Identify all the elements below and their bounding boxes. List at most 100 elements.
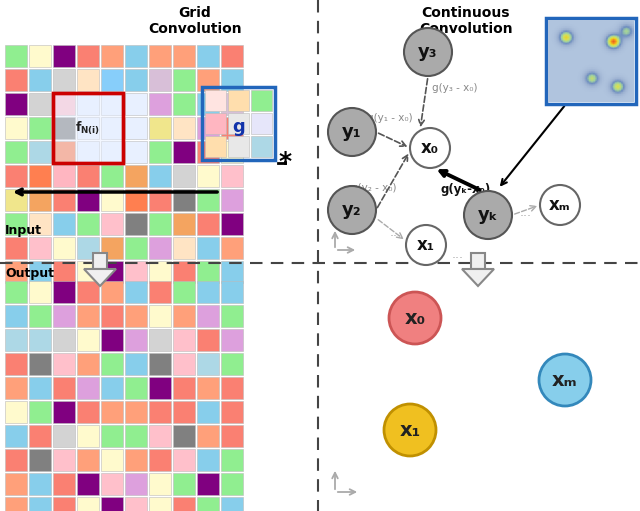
Bar xyxy=(149,261,171,283)
Circle shape xyxy=(384,404,436,456)
Bar xyxy=(125,141,147,163)
Bar xyxy=(29,237,51,259)
Bar xyxy=(5,425,27,447)
Bar xyxy=(149,281,171,303)
Bar xyxy=(205,113,226,134)
Bar xyxy=(197,213,219,235)
Bar xyxy=(197,329,219,351)
Bar xyxy=(149,353,171,375)
Bar xyxy=(101,377,123,399)
Text: Output: Output xyxy=(5,267,54,280)
Bar xyxy=(173,69,195,91)
Text: g: g xyxy=(602,28,618,48)
Bar xyxy=(77,45,99,67)
Bar xyxy=(251,90,272,111)
Bar xyxy=(77,329,99,351)
Bar xyxy=(5,117,27,139)
Bar xyxy=(77,165,99,187)
Bar xyxy=(101,281,123,303)
Text: g(yₖ-x₀): g(yₖ-x₀) xyxy=(441,183,491,197)
Bar xyxy=(149,141,171,163)
Bar xyxy=(29,329,51,351)
Bar xyxy=(173,401,195,423)
Bar xyxy=(101,425,123,447)
Bar xyxy=(221,189,243,211)
Bar xyxy=(29,425,51,447)
Bar xyxy=(197,189,219,211)
Bar xyxy=(53,93,75,115)
Bar xyxy=(53,93,123,163)
Bar xyxy=(77,497,99,511)
Bar xyxy=(173,165,195,187)
Bar xyxy=(197,305,219,327)
Bar xyxy=(5,353,27,375)
Bar xyxy=(125,69,147,91)
Bar xyxy=(149,45,171,67)
Bar xyxy=(173,449,195,471)
Bar xyxy=(197,93,219,115)
Bar xyxy=(149,425,171,447)
Bar xyxy=(125,329,147,351)
Text: xₘ: xₘ xyxy=(552,370,578,389)
Bar xyxy=(228,90,249,111)
Bar xyxy=(53,93,123,163)
Bar xyxy=(471,253,485,269)
Bar xyxy=(197,45,219,67)
Bar xyxy=(221,93,243,115)
Text: xₘ: xₘ xyxy=(549,196,571,214)
Circle shape xyxy=(328,186,376,234)
Bar xyxy=(5,473,27,495)
Bar xyxy=(53,353,75,375)
Bar xyxy=(77,69,99,91)
Bar xyxy=(77,377,99,399)
Bar xyxy=(149,473,171,495)
Bar xyxy=(149,401,171,423)
Bar xyxy=(29,93,51,115)
Text: x₀: x₀ xyxy=(421,139,439,157)
Bar xyxy=(125,281,147,303)
Bar xyxy=(149,93,171,115)
Bar xyxy=(197,401,219,423)
Bar xyxy=(101,497,123,511)
Circle shape xyxy=(563,54,577,68)
Bar xyxy=(205,90,226,111)
Text: ...: ... xyxy=(452,247,464,261)
Bar xyxy=(173,305,195,327)
Bar xyxy=(29,377,51,399)
Bar xyxy=(125,425,147,447)
Bar xyxy=(125,93,147,115)
Text: Continuous
Convolution: Continuous Convolution xyxy=(419,6,513,36)
Text: ...: ... xyxy=(390,225,402,239)
Bar xyxy=(149,237,171,259)
Bar xyxy=(197,117,219,139)
Bar xyxy=(5,165,27,187)
Bar xyxy=(101,117,123,139)
Bar xyxy=(221,165,243,187)
Bar xyxy=(29,261,51,283)
Bar xyxy=(173,261,195,283)
Text: g(y₂ - x₀): g(y₂ - x₀) xyxy=(351,183,397,193)
Bar xyxy=(125,213,147,235)
Bar xyxy=(197,425,219,447)
Bar xyxy=(5,213,27,235)
Bar xyxy=(101,141,123,163)
Circle shape xyxy=(539,354,591,406)
Circle shape xyxy=(389,292,441,344)
Bar xyxy=(221,449,243,471)
Bar xyxy=(5,93,27,115)
Bar xyxy=(197,449,219,471)
Bar xyxy=(173,497,195,511)
Bar xyxy=(101,237,123,259)
Bar xyxy=(53,165,75,187)
Bar xyxy=(149,117,171,139)
Bar xyxy=(197,261,219,283)
Text: g: g xyxy=(232,118,245,135)
Bar xyxy=(53,497,75,511)
Bar xyxy=(149,69,171,91)
Bar xyxy=(205,136,226,157)
Bar xyxy=(125,473,147,495)
Bar xyxy=(149,213,171,235)
Bar xyxy=(93,253,107,269)
Bar xyxy=(546,18,636,104)
Text: Input: Input xyxy=(5,224,42,237)
